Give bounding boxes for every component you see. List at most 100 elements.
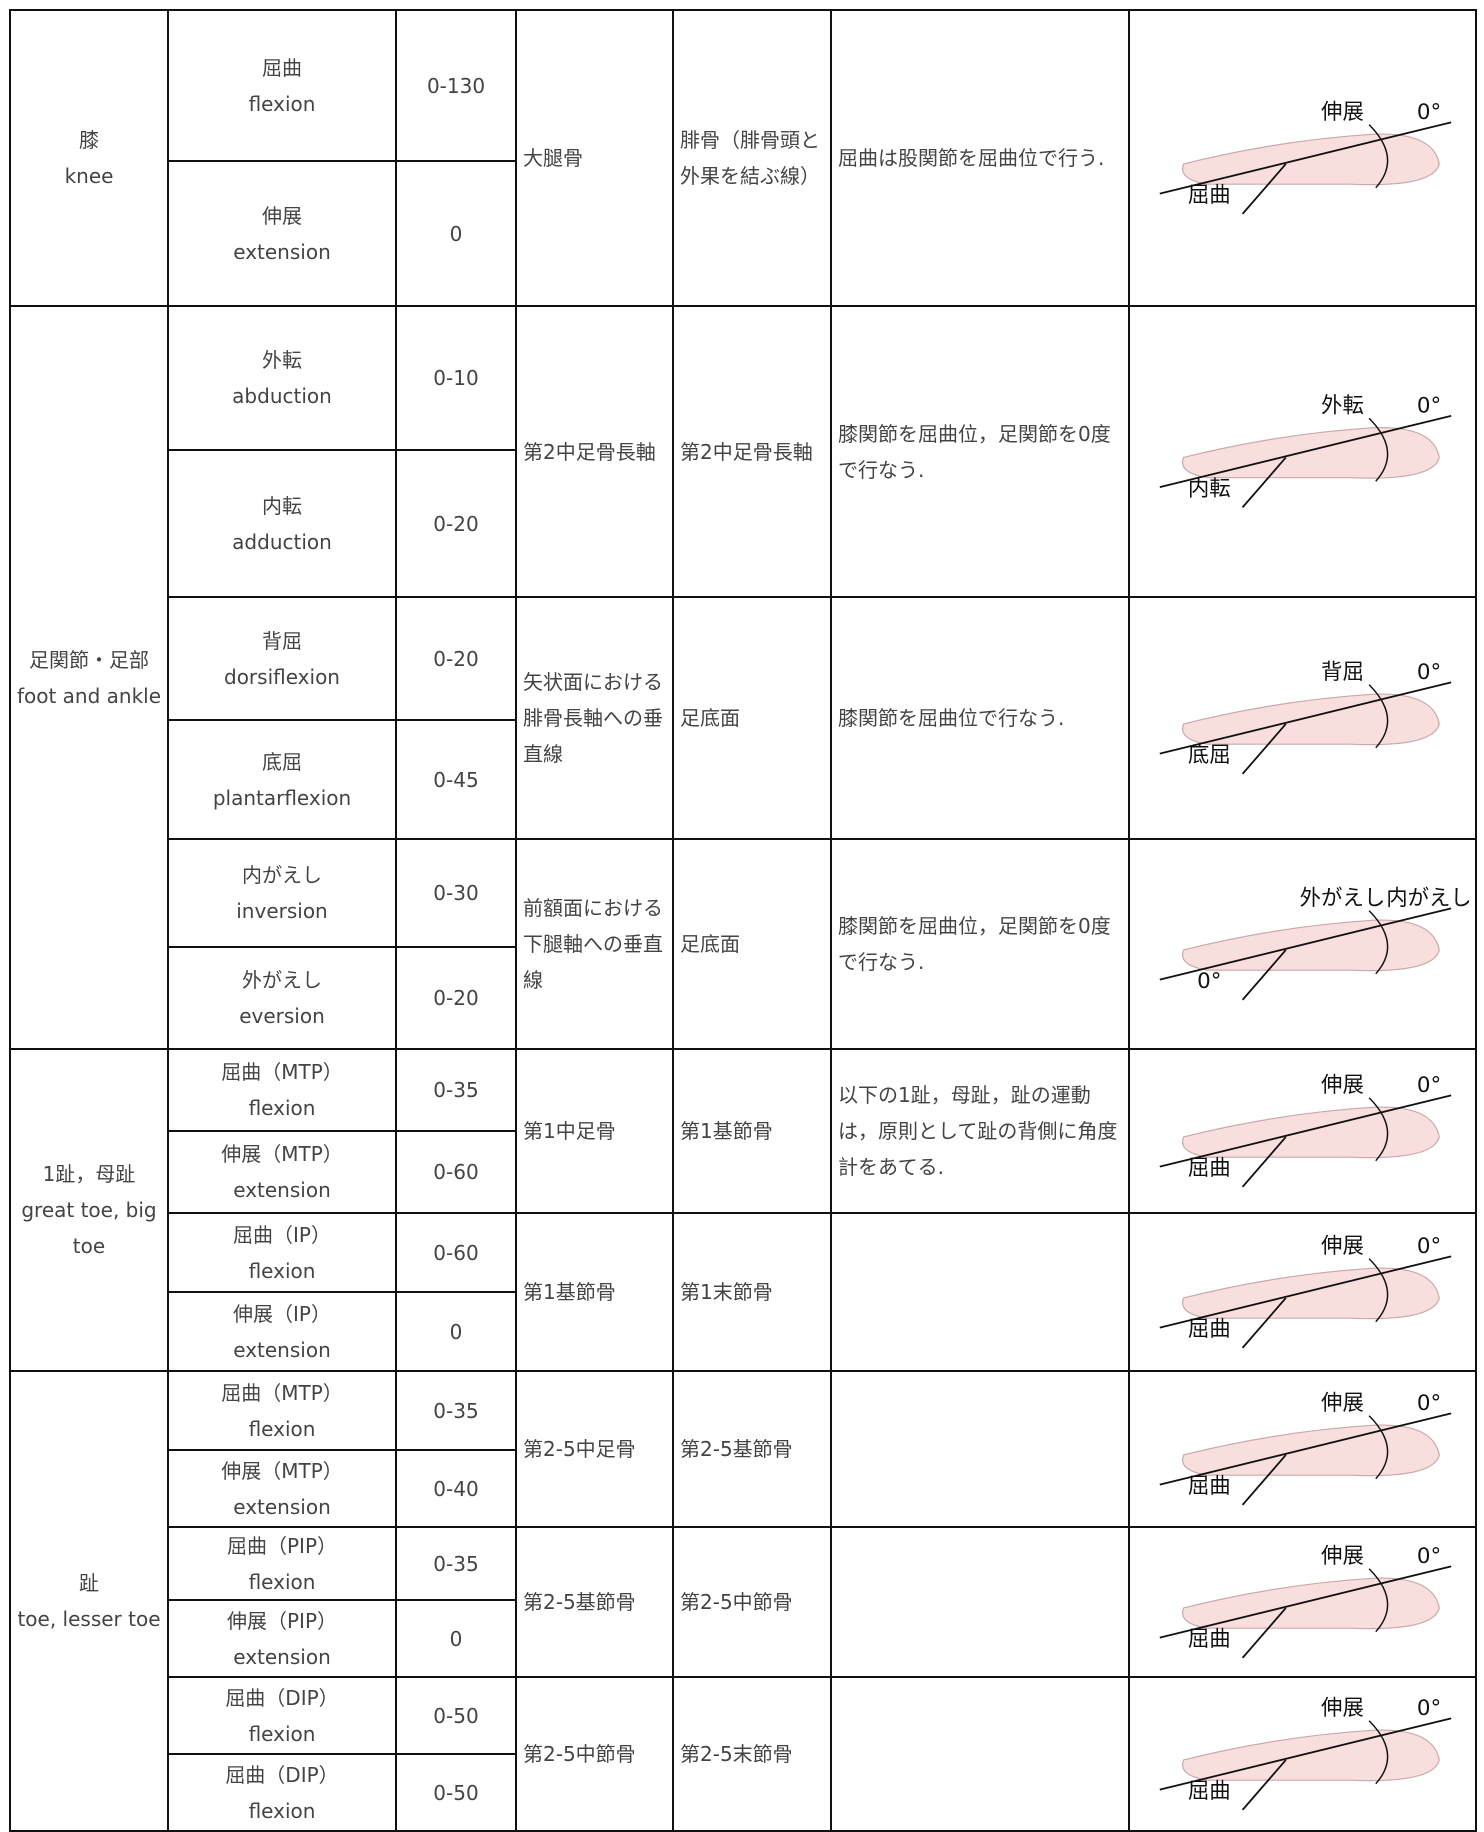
figure-cell: 伸展 0° 屈曲 bbox=[1128, 1370, 1477, 1528]
motion-en: flexion bbox=[248, 91, 316, 116]
motion-cell: 屈曲（DIP） flexion bbox=[167, 1753, 397, 1832]
notes-cell: 以下の1趾，母趾，趾の運動は，原則として趾の背側に角度計をあてる. bbox=[830, 1048, 1130, 1214]
range-cell: 0-10 bbox=[395, 305, 517, 451]
motion-cell: 屈曲（PIP） flexion bbox=[167, 1526, 397, 1601]
region-cell: 膝 knee bbox=[9, 9, 169, 307]
motion-en: flexion bbox=[248, 1096, 316, 1120]
motion-en: extension bbox=[233, 239, 331, 264]
limb-illustration bbox=[1182, 919, 1440, 972]
figure-label: 底屈 bbox=[1188, 743, 1231, 768]
range: 0-35 bbox=[433, 1398, 479, 1423]
motion-en: eversion bbox=[239, 1004, 325, 1028]
range-cell: 0-20 bbox=[395, 449, 517, 598]
motion-cell: 屈曲（DIP） flexion bbox=[167, 1676, 397, 1755]
range-cell: 0-35 bbox=[395, 1526, 517, 1601]
axis-line bbox=[1159, 1255, 1452, 1329]
motion-en: extension bbox=[233, 1337, 331, 1362]
moving-axis: 第1基節骨 bbox=[680, 1119, 773, 1143]
notes-cell bbox=[830, 1212, 1130, 1372]
motion-ja: 内転 bbox=[262, 493, 302, 518]
motion-ja: 屈曲（MTP） bbox=[221, 1060, 343, 1084]
basic-axis-cell: 大腿骨 bbox=[515, 9, 674, 307]
motion-arrow bbox=[1368, 124, 1389, 189]
range: 0-60 bbox=[433, 1160, 479, 1184]
range: 0 bbox=[449, 1319, 463, 1344]
axis-line bbox=[1241, 456, 1287, 508]
motion-ja: 屈曲（PIP） bbox=[226, 1533, 338, 1558]
figure: 伸展 0° 屈曲 bbox=[1159, 1544, 1452, 1659]
region-cell: 足関節・足部 foot and ankle bbox=[9, 305, 169, 1050]
moving-axis-cell: 第2中足骨長軸 bbox=[672, 305, 832, 598]
region-cell: 1趾，母趾 great toe, big toe bbox=[9, 1048, 169, 1372]
range: 0-35 bbox=[433, 1078, 479, 1102]
range: 0-35 bbox=[433, 1551, 479, 1576]
region-cell: 趾 toe, lesser toe bbox=[9, 1370, 169, 1832]
basic-axis: 第2-5中足骨 bbox=[523, 1437, 636, 1461]
basic-axis-cell: 第2-5中節骨 bbox=[515, 1676, 674, 1832]
motion-arrow bbox=[1368, 1415, 1389, 1480]
notes: 膝関節を屈曲位，足関節を0度で行なう. bbox=[838, 421, 1111, 482]
range-cell: 0 bbox=[395, 1291, 517, 1372]
basic-axis: 前額面における下腿軸への垂直線 bbox=[523, 896, 663, 992]
region-en: foot and ankle bbox=[16, 683, 162, 708]
notes-cell bbox=[830, 1370, 1130, 1528]
motion-cell: 伸展（IP） extension bbox=[167, 1291, 397, 1372]
figure-label: 屈曲 bbox=[1188, 1317, 1231, 1342]
motion-arrow bbox=[1368, 910, 1389, 975]
figure-label: 伸展 bbox=[1321, 1544, 1364, 1569]
region-ja: 1趾，母趾 bbox=[42, 1162, 136, 1186]
axis-line bbox=[1159, 1717, 1452, 1791]
figure-label: 外転 bbox=[1321, 393, 1364, 418]
motion-en: flexion bbox=[248, 1721, 316, 1746]
moving-axis: 足底面 bbox=[680, 932, 740, 956]
moving-axis: 足底面 bbox=[680, 706, 740, 730]
range: 0-40 bbox=[433, 1476, 479, 1501]
basic-axis-cell: 第2中足骨長軸 bbox=[515, 305, 674, 598]
motion-en: flexion bbox=[248, 1416, 316, 1441]
notes-cell: 屈曲は股関節を屈曲位で行う. bbox=[830, 9, 1130, 307]
axis-line bbox=[1159, 1412, 1452, 1486]
motion-ja: 屈曲 bbox=[262, 55, 302, 80]
motion-ja: 背屈 bbox=[262, 628, 302, 653]
figure: 伸展 0° 屈曲 bbox=[1159, 100, 1452, 215]
axis-line bbox=[1159, 1094, 1452, 1168]
figure: 外転 0° 内転 bbox=[1159, 393, 1452, 508]
motion-ja: 外がえし bbox=[242, 968, 322, 992]
motion-cell: 外転 abduction bbox=[167, 305, 397, 451]
limb-illustration bbox=[1182, 133, 1440, 186]
basic-axis: 第2中足骨長軸 bbox=[523, 439, 656, 464]
basic-axis-cell: 第1中足骨 bbox=[515, 1048, 674, 1214]
figure-cell: 伸展 0° 屈曲 bbox=[1128, 1048, 1477, 1214]
basic-axis-cell: 矢状面における腓骨長軸への垂直線 bbox=[515, 596, 674, 840]
basic-axis: 第2-5中節骨 bbox=[523, 1742, 636, 1766]
region-ja: 足関節・足部 bbox=[29, 647, 149, 672]
notes: 以下の1趾，母趾，趾の運動は，原則として趾の背側に角度計をあてる. bbox=[838, 1083, 1118, 1179]
region-en: great toe, big toe bbox=[21, 1198, 157, 1258]
motion-en: flexion bbox=[248, 1798, 316, 1823]
range: 0-50 bbox=[433, 1703, 479, 1728]
range: 0-60 bbox=[433, 1240, 479, 1265]
basic-axis: 第1基節骨 bbox=[523, 1280, 616, 1304]
figure-label: 内転 bbox=[1188, 477, 1231, 502]
range: 0-10 bbox=[433, 366, 479, 390]
range-cell: 0 bbox=[395, 160, 517, 307]
figure: 伸展 0° 屈曲 bbox=[1159, 1391, 1452, 1506]
moving-axis: 第2-5末節骨 bbox=[680, 1742, 793, 1766]
motion-en: flexion bbox=[248, 1569, 316, 1594]
axis-line bbox=[1241, 163, 1287, 215]
moving-axis-cell: 第1末節骨 bbox=[672, 1212, 832, 1372]
motion-en: extension bbox=[233, 1644, 331, 1669]
range: 0-30 bbox=[433, 881, 479, 905]
motion-cell: 屈曲（IP） flexion bbox=[167, 1212, 397, 1293]
motion-cell: 伸展（MTP） extension bbox=[167, 1449, 397, 1528]
range: 0-20 bbox=[433, 986, 479, 1010]
notes: 屈曲は股関節を屈曲位で行う. bbox=[838, 146, 1105, 170]
basic-axis-cell: 前額面における下腿軸への垂直線 bbox=[515, 838, 674, 1050]
figure-label: 内がえし bbox=[1386, 886, 1469, 911]
figure-label: 屈曲 bbox=[1188, 1779, 1231, 1804]
motion-ja: 屈曲（DIP） bbox=[225, 1762, 339, 1787]
motion-en: flexion bbox=[248, 1258, 316, 1283]
motion-cell: 底屈 plantarflexion bbox=[167, 719, 397, 840]
figure-label: 背屈 bbox=[1321, 660, 1364, 685]
figure-label: 0° bbox=[1417, 1391, 1441, 1416]
